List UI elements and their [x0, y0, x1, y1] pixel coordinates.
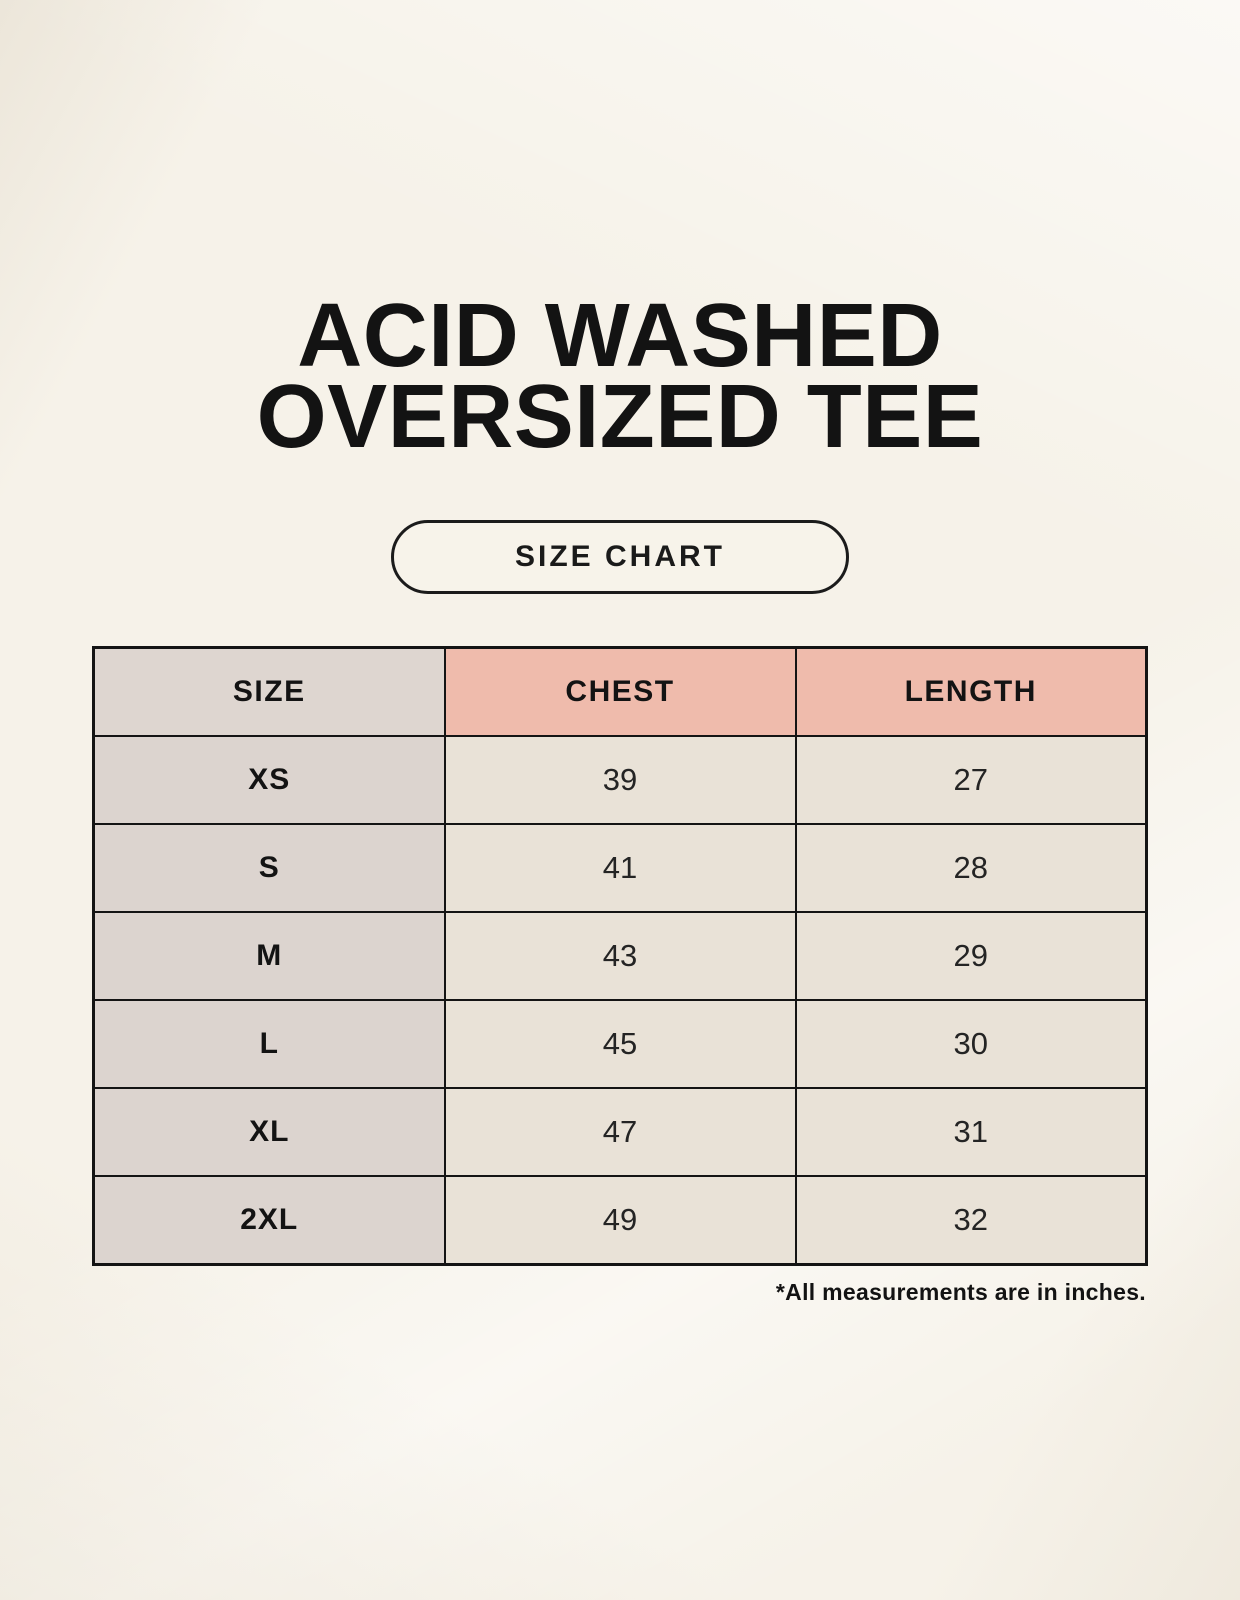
chest-cell: 39	[443, 735, 797, 825]
title-line-2: OVERSIZED TEE	[256, 367, 984, 467]
length-cell: 28	[794, 823, 1148, 913]
size-chart-badge-label: SIZE CHART	[515, 540, 725, 573]
column-header-length: LENGTH	[794, 646, 1148, 737]
length-cell: 29	[794, 911, 1148, 1001]
chest-cell: 47	[443, 1087, 797, 1177]
size-cell: L	[92, 999, 446, 1089]
table-row: XL 47 31	[92, 1087, 1148, 1177]
column-header-size: SIZE	[92, 646, 446, 737]
size-cell: M	[92, 911, 446, 1001]
length-cell: 27	[794, 735, 1148, 825]
page-title: ACID WASHED OVERSIZED TEE	[0, 286, 1240, 467]
measurements-footnote: *All measurements are in inches.	[775, 1279, 1146, 1305]
title-line-1: ACID WASHED	[297, 286, 943, 386]
size-chart-section: SIZE CHEST LENGTH XS 39 27 S 41 28	[92, 646, 1148, 1306]
column-header-chest: CHEST	[443, 646, 797, 737]
size-cell: 2XL	[92, 1175, 446, 1266]
table-row: M 43 29	[92, 911, 1148, 1001]
size-table: SIZE CHEST LENGTH XS 39 27 S 41 28	[92, 646, 1148, 1266]
table-row: 2XL 49 32	[92, 1175, 1148, 1266]
header-row: SIZE CHEST LENGTH	[92, 646, 1148, 737]
product-title: ACID WASHED OVERSIZED TEE	[0, 0, 1240, 467]
size-cell: XS	[92, 735, 446, 825]
length-cell: 31	[794, 1087, 1148, 1177]
length-cell: 32	[794, 1175, 1148, 1266]
chest-cell: 45	[443, 999, 797, 1089]
chest-cell: 41	[443, 823, 797, 913]
size-cell: S	[92, 823, 446, 913]
chest-cell: 49	[443, 1175, 797, 1266]
table-row: S 41 28	[92, 823, 1148, 913]
table-row: XS 39 27	[92, 735, 1148, 825]
table-row: L 45 30	[92, 999, 1148, 1089]
chest-cell: 43	[443, 911, 797, 1001]
size-cell: XL	[92, 1087, 446, 1177]
length-cell: 30	[794, 999, 1148, 1089]
size-chart-badge[interactable]: SIZE CHART	[391, 520, 849, 594]
